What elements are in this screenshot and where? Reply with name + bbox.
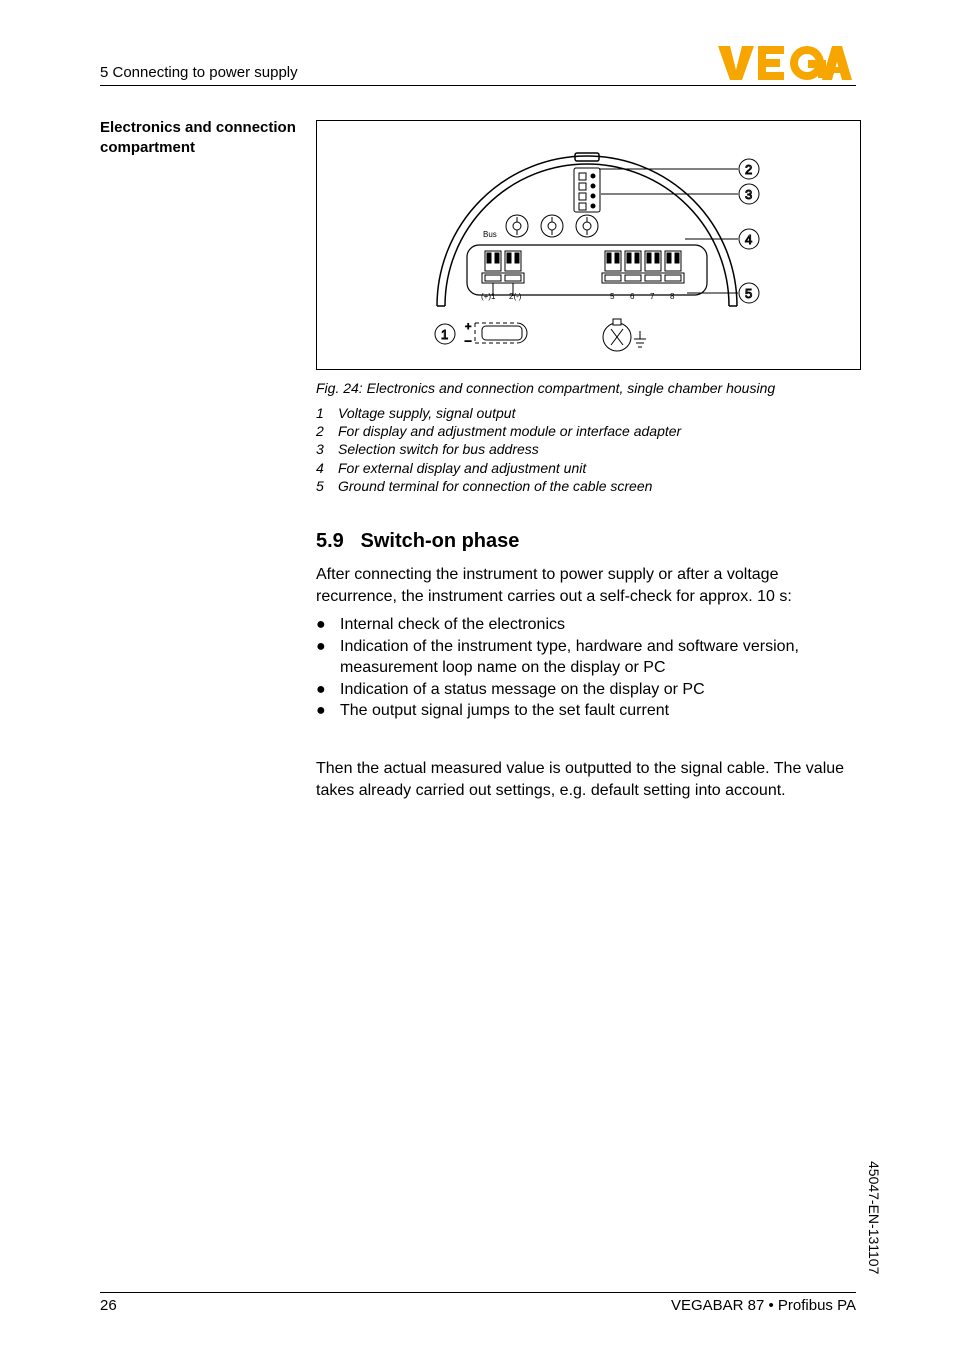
- terminal-2: 2(-): [509, 292, 522, 301]
- terminal-8: 8: [670, 292, 675, 301]
- page-footer: 26 VEGABAR 87 • Profibus PA: [100, 1292, 856, 1314]
- callout-5: 5: [745, 286, 752, 301]
- list-item: ●Indication of a status message on the d…: [316, 679, 856, 701]
- legend-num: 1: [316, 404, 338, 422]
- svg-text:+: +: [465, 321, 471, 333]
- bullet-text: Internal check of the electronics: [340, 614, 856, 636]
- bullet-icon: ●: [316, 636, 340, 679]
- callout-4: 4: [745, 232, 752, 247]
- bullet-text: The output signal jumps to the set fault…: [340, 700, 856, 722]
- section-outro: Then the actual measured value is output…: [316, 758, 856, 801]
- figure-caption: Fig. 24: Electronics and connection comp…: [316, 380, 775, 396]
- legend-num: 5: [316, 477, 338, 495]
- bus-label: Bus: [483, 230, 497, 239]
- legend-text: Selection switch for bus address: [338, 440, 539, 458]
- svg-text:–: –: [465, 335, 472, 347]
- margin-heading: Electronics and connection compartment: [100, 118, 300, 157]
- terminal-5: 5: [610, 292, 615, 301]
- list-item: ●The output signal jumps to the set faul…: [316, 700, 856, 722]
- section-intro: After connecting the instrument to power…: [316, 564, 856, 607]
- section-title: Switch-on phase: [360, 530, 519, 552]
- legend-num: 3: [316, 440, 338, 458]
- terminal-1: (+)1: [481, 292, 496, 301]
- legend-text: For external display and adjustment unit: [338, 459, 586, 477]
- section-number: 5.9: [316, 530, 344, 552]
- legend-num: 2: [316, 422, 338, 440]
- terminal-7: 7: [650, 292, 655, 301]
- legend-row: 2 For display and adjustment module or i…: [316, 422, 681, 440]
- wiring-diagram: Bus: [316, 120, 861, 370]
- list-item: ●Internal check of the electronics: [316, 614, 856, 636]
- page-header: 5 Connecting to power supply: [100, 64, 856, 86]
- callout-3: 3: [745, 187, 752, 202]
- section-heading: 5.9 Switch-on phase: [316, 530, 519, 553]
- callout-1: 1: [441, 327, 448, 342]
- bullet-icon: ●: [316, 700, 340, 722]
- legend-text: Voltage supply, signal output: [338, 404, 515, 422]
- legend-row: 5 Ground terminal for connection of the …: [316, 477, 681, 495]
- legend-row: 1 Voltage supply, signal output: [316, 404, 681, 422]
- bullet-icon: ●: [316, 614, 340, 636]
- bullet-list: ●Internal check of the electronics ●Indi…: [316, 614, 856, 722]
- legend-text: For display and adjustment module or int…: [338, 422, 681, 440]
- terminal-6: 6: [630, 292, 635, 301]
- legend-num: 4: [316, 459, 338, 477]
- legend-row: 4 For external display and adjustment un…: [316, 459, 681, 477]
- page-number: 26: [100, 1297, 117, 1314]
- bullet-icon: ●: [316, 679, 340, 701]
- bullet-text: Indication of the instrument type, hardw…: [340, 636, 856, 679]
- document-code: 45047-EN-131107: [866, 1161, 882, 1274]
- callout-2: 2: [745, 162, 752, 177]
- list-item: ●Indication of the instrument type, hard…: [316, 636, 856, 679]
- product-name: VEGABAR 87 • Profibus PA: [671, 1297, 856, 1314]
- legend-row: 3 Selection switch for bus address: [316, 440, 681, 458]
- legend-text: Ground terminal for connection of the ca…: [338, 477, 652, 495]
- bullet-text: Indication of a status message on the di…: [340, 679, 856, 701]
- header-section-text: 5 Connecting to power supply: [100, 64, 298, 81]
- figure-legend: 1 Voltage supply, signal output 2 For di…: [316, 404, 681, 495]
